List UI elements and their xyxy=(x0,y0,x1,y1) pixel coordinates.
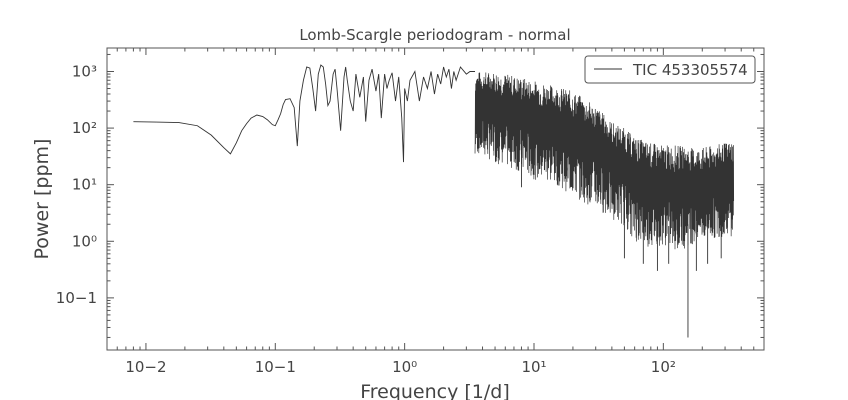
y-tick-label: 10¹ xyxy=(72,176,97,194)
x-axis-label: Frequency [1/d] xyxy=(360,381,510,400)
series-line-high-frequency xyxy=(474,72,735,250)
y-tick-label: 10⁰ xyxy=(72,232,97,250)
x-tick-label: 10² xyxy=(651,358,676,376)
y-tick-label: 10−1 xyxy=(56,289,97,307)
x-tick-label: 10−1 xyxy=(255,358,296,376)
plot-area xyxy=(133,64,735,338)
y-tick-label: 10³ xyxy=(72,62,97,80)
axis-ticks: 10−2 10−1 10⁰ 10¹ 10² 10−1 10⁰ 10¹ 10² 10³ xyxy=(56,48,764,376)
series-group xyxy=(133,64,735,338)
x-tick-label: 10−2 xyxy=(125,358,166,376)
legend: TIC 453305574 xyxy=(584,55,756,84)
legend-box xyxy=(584,55,756,84)
chart-title: Lomb-Scargle periodogram - normal xyxy=(299,26,570,44)
y-tick-label: 10² xyxy=(72,119,97,137)
legend-entry-label: TIC 453305574 xyxy=(632,61,748,79)
plot-frame xyxy=(106,47,765,351)
x-tick-label: 10⁰ xyxy=(392,358,417,376)
series-line-low-frequency xyxy=(133,64,476,163)
y-axis-label: Power [ppm] xyxy=(31,139,53,260)
x-tick-label: 10¹ xyxy=(521,358,546,376)
